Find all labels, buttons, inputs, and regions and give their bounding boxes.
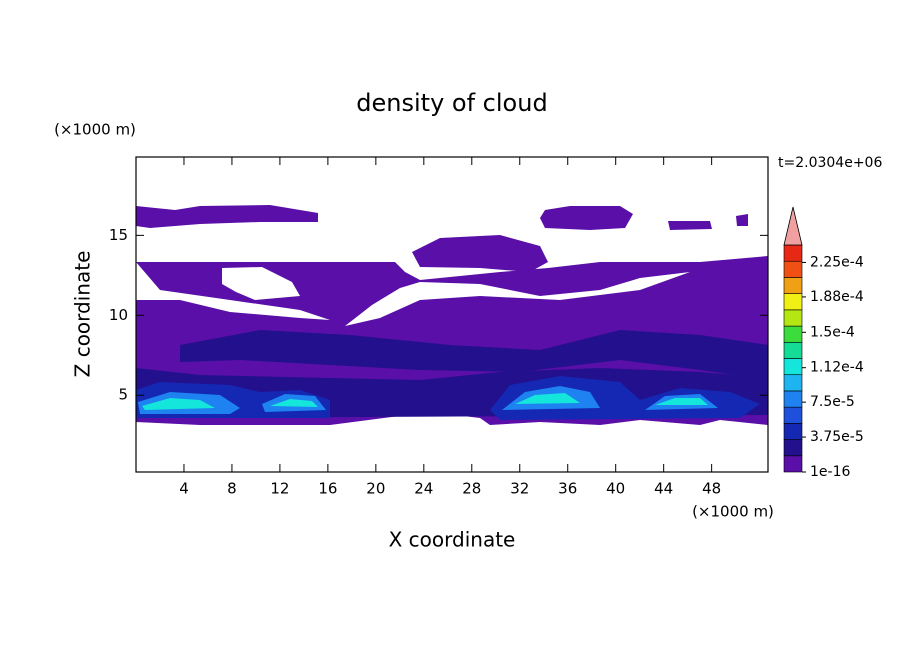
contour-region (142, 398, 215, 410)
contour-region (270, 399, 318, 407)
colorbar-tick-label: 1.88e-4 (810, 289, 864, 305)
colorbar-band (783, 406, 803, 424)
y-axis-label: Z coordinate (71, 251, 95, 378)
x-tick-label: 32 (510, 480, 529, 498)
colorbar-band (783, 374, 803, 392)
contour-gap (136, 262, 330, 320)
colorbar-tick-label: 7.5e-5 (810, 394, 855, 410)
contour-region (540, 206, 633, 230)
contour-region (136, 205, 318, 228)
contour-region (668, 221, 712, 230)
contour-region (412, 235, 548, 272)
x-tick-label: 36 (558, 480, 577, 498)
colorbar-band (783, 455, 803, 473)
colorbar-band (783, 341, 803, 359)
colorbar-band (783, 293, 803, 311)
plot-frame (135, 156, 769, 473)
contour-region (515, 393, 580, 404)
colorbar-band (783, 390, 803, 408)
x-unit: (×1000 m) (692, 503, 774, 521)
colorbar-tick-label: 1e-16 (810, 464, 850, 480)
colorbar-band (783, 277, 803, 294)
x-tick-label: 44 (654, 480, 673, 498)
time-label: t=2.0304e+06 (778, 155, 882, 171)
y-tick-label: 5 (118, 386, 128, 404)
contour-field (136, 205, 768, 425)
x-tick-label: 24 (414, 480, 433, 498)
colorbar-tick-label: 1.12e-4 (810, 360, 864, 376)
x-tick-label: 20 (366, 480, 385, 498)
x-tick-label: 8 (227, 480, 237, 498)
colorbar-band (783, 423, 803, 440)
x-tick-label: 40 (606, 480, 625, 498)
contour-gap (222, 267, 300, 300)
contour-gap (345, 272, 690, 326)
contour-region (180, 330, 768, 380)
x-axis-label: X coordinate (389, 528, 516, 552)
y-tick-label: 15 (109, 226, 128, 244)
colorbar-tick-label: 2.25e-4 (810, 254, 864, 270)
colorbar-band (783, 244, 803, 262)
y-unit: (×1000 m) (54, 121, 136, 139)
chart-title: density of cloud (356, 89, 547, 117)
colorbar-extend (783, 206, 803, 246)
colorbar-band (783, 325, 803, 343)
x-tick-label: 4 (179, 480, 189, 498)
colorbar-band (783, 309, 803, 327)
x-tick-label: 12 (270, 480, 289, 498)
y-tick-label: 10 (109, 306, 128, 324)
colorbar-band (783, 358, 803, 376)
colorbar-band (783, 260, 803, 278)
contour-region (655, 398, 708, 405)
x-tick-label: 16 (318, 480, 337, 498)
colorbar-tick-label: 3.75e-5 (810, 429, 864, 445)
colorbar-band (783, 439, 803, 457)
colorbar-tick-label: 1.5e-4 (810, 324, 855, 340)
x-tick-label: 28 (462, 480, 481, 498)
contour-region (736, 214, 748, 226)
x-tick-label: 48 (702, 480, 721, 498)
